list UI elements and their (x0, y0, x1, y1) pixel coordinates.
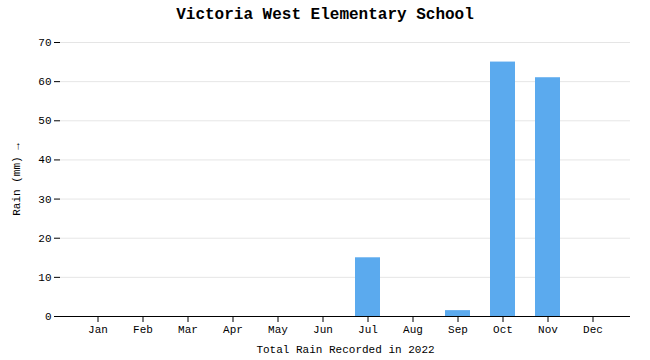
svg-text:Jun: Jun (313, 324, 333, 336)
svg-text:Mar: Mar (178, 324, 198, 336)
svg-text:Dec: Dec (583, 324, 603, 336)
svg-text:Oct: Oct (493, 324, 513, 336)
svg-text:Rain (mm) →: Rain (mm) → (11, 143, 23, 216)
svg-text:0: 0 (45, 311, 52, 323)
svg-text:Total Rain Recorded in 2022: Total Rain Recorded in 2022 (256, 344, 434, 356)
svg-text:Jan: Jan (88, 324, 108, 336)
svg-text:Feb: Feb (133, 324, 153, 336)
svg-text:Nov: Nov (538, 324, 558, 336)
html-text:Victoria West Elementary Schoo: Victoria West Elementary School (176, 6, 474, 24)
svg-text:10: 10 (38, 272, 51, 284)
svg-text:Jul: Jul (358, 324, 378, 336)
svg-text:Aug: Aug (403, 324, 423, 336)
svg-text:70: 70 (38, 37, 51, 49)
svg-text:Sep: Sep (448, 324, 468, 336)
svg-text:60: 60 (38, 76, 51, 88)
svg-text:Apr: Apr (223, 324, 243, 336)
svg-text:30: 30 (38, 194, 51, 206)
svg-text:20: 20 (38, 233, 51, 245)
svg-text:50: 50 (38, 115, 51, 127)
svg-text:May: May (268, 324, 288, 336)
svg-text:40: 40 (38, 154, 51, 166)
